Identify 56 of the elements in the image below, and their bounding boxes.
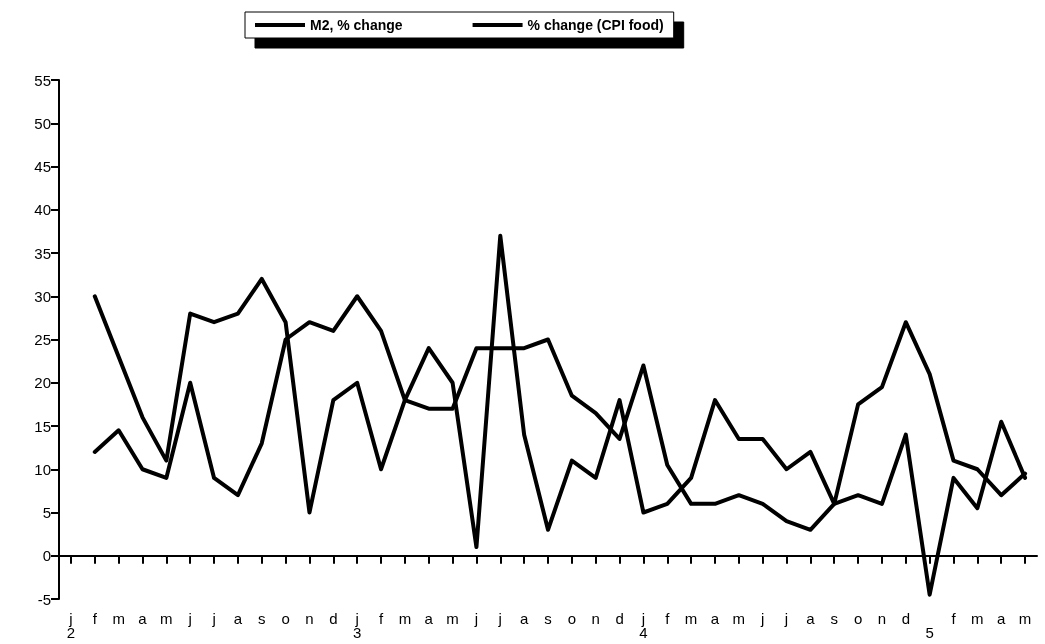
legend-label: M2, % change [310, 17, 403, 33]
x-tick-label: a [997, 610, 1007, 627]
y-tick-label: 20 [34, 374, 51, 392]
x-tick-label: a [233, 610, 243, 627]
x-tick-label: j [68, 610, 73, 627]
y-tick-label: 0 [42, 547, 51, 565]
y-tick-label: 30 [34, 287, 51, 305]
x-tick-label: f [378, 610, 384, 627]
x-tick-label: m [971, 610, 984, 627]
y-tick-label: 40 [34, 201, 51, 219]
x-tick-label: o [853, 610, 863, 627]
x-tick-label: m [1018, 610, 1032, 627]
x-tick-label: a [138, 610, 148, 627]
x-tick-label: m [684, 610, 698, 627]
x-tick-label: s [258, 610, 266, 627]
x-tick-label: j [187, 610, 192, 627]
x-tick-label: a [710, 610, 720, 627]
x-tick-label: f [665, 610, 671, 627]
legend-label: % change (CPI food) [527, 17, 664, 33]
x-tick-label: j [211, 610, 216, 627]
x-tick-label: a [806, 610, 816, 627]
x-tick-label: a [424, 610, 434, 627]
x-tick-label: j [497, 610, 502, 627]
y-tick-label: -5 [37, 590, 51, 608]
y-tick-label: 55 [34, 71, 51, 89]
y-tick-label: 5 [42, 504, 51, 521]
x-tick-label: s [830, 610, 838, 627]
x-tick-label: j [783, 610, 789, 627]
y-tick-label: 50 [34, 114, 51, 132]
y-tick-label: 45 [34, 158, 51, 175]
x-tick-label: d [329, 610, 338, 627]
x-tick-label: m [446, 610, 459, 627]
x-tick-label: n [305, 610, 314, 627]
text: 5 [925, 624, 934, 641]
x-tick-label: s [544, 610, 552, 627]
y-tick-label: 35 [34, 244, 51, 262]
x-tick-label: a [519, 610, 529, 627]
x-tick-label: n [591, 610, 600, 627]
x-tick-label: m [732, 610, 746, 627]
x-tick-label: m [112, 610, 125, 627]
x-tick-label: j [760, 610, 765, 627]
y-tick-label: 25 [34, 331, 51, 348]
x-tick-label: m [398, 610, 412, 627]
x-tick-label: o [281, 610, 290, 627]
x-tick-label: f [951, 610, 957, 627]
x-tick-label: o [567, 610, 577, 627]
y-tick-label: 15 [34, 417, 51, 435]
x-tick-label: j [473, 610, 479, 627]
x-tick-label: j [354, 610, 359, 627]
x-tick-label: j [640, 610, 646, 627]
y-tick-label: 10 [34, 460, 51, 478]
x-tick-label: f [92, 610, 98, 627]
x-tick-label: d [615, 610, 624, 627]
x-tick-label: d [901, 610, 910, 627]
x-tick-label: n [877, 610, 887, 627]
x-tick-label: m [160, 610, 173, 627]
